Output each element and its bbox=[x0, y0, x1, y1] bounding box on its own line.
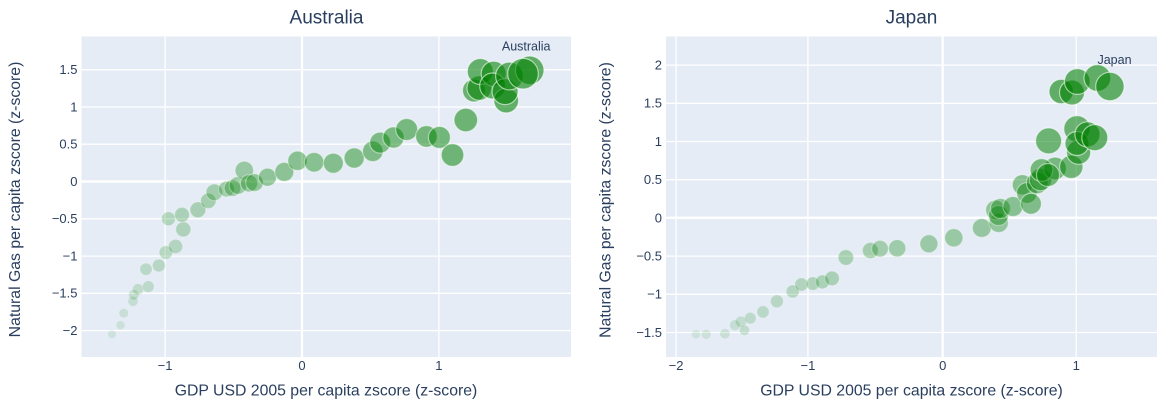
svg-text:−2: −2 bbox=[669, 358, 684, 373]
svg-text:−1: −1 bbox=[158, 358, 173, 373]
svg-text:−1: −1 bbox=[647, 287, 662, 302]
svg-text:0.5: 0.5 bbox=[644, 172, 662, 187]
svg-text:GDP USD 2005 per capita zscore: GDP USD 2005 per capita zscore (z-score) bbox=[760, 383, 1063, 400]
svg-text:0: 0 bbox=[939, 358, 946, 373]
svg-text:−1.5: −1.5 bbox=[52, 286, 78, 301]
svg-text:Japan: Japan bbox=[1097, 53, 1131, 67]
svg-text:0: 0 bbox=[655, 210, 662, 225]
svg-text:Natural Gas per capita zscore: Natural Gas per capita zscore (z-score) bbox=[598, 62, 615, 338]
svg-text:Natural Gas per capita zscore: Natural Gas per capita zscore (z-score) bbox=[7, 62, 24, 338]
svg-text:Japan: Japan bbox=[886, 8, 938, 29]
svg-text:−1: −1 bbox=[800, 358, 815, 373]
svg-text:1: 1 bbox=[655, 134, 662, 149]
svg-text:Australia: Australia bbox=[290, 8, 364, 29]
svg-text:1.5: 1.5 bbox=[644, 96, 662, 111]
svg-text:2: 2 bbox=[655, 58, 662, 73]
svg-text:−0.5: −0.5 bbox=[52, 211, 78, 226]
svg-text:0: 0 bbox=[298, 358, 305, 373]
svg-text:1.5: 1.5 bbox=[59, 62, 77, 77]
svg-text:1: 1 bbox=[435, 358, 442, 373]
svg-text:1: 1 bbox=[70, 99, 77, 114]
svg-text:1: 1 bbox=[1073, 358, 1080, 373]
svg-text:−1.5: −1.5 bbox=[636, 325, 662, 340]
svg-text:0: 0 bbox=[70, 174, 77, 189]
svg-text:GDP USD 2005 per capita zscore: GDP USD 2005 per capita zscore (z-score) bbox=[175, 383, 478, 400]
svg-text:Australia: Australia bbox=[502, 40, 551, 54]
svg-text:−0.5: −0.5 bbox=[636, 249, 662, 264]
svg-text:−2: −2 bbox=[63, 323, 78, 338]
svg-text:−1: −1 bbox=[63, 248, 78, 263]
svg-text:0.5: 0.5 bbox=[59, 137, 77, 152]
